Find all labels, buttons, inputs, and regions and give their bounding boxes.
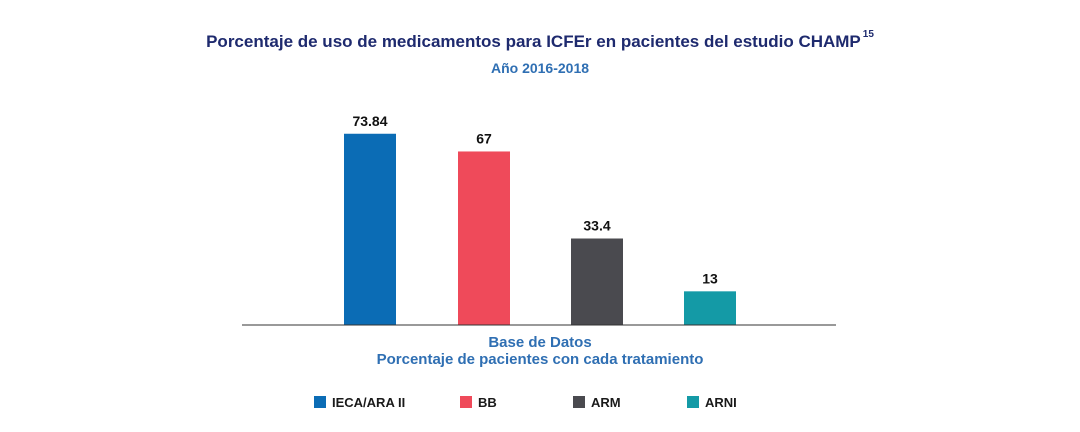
legend-label: BB xyxy=(478,394,497,410)
data-label: 73.84 xyxy=(352,113,387,129)
bar-arni xyxy=(684,291,736,325)
x-axis-label: Base de Datos Porcentaje de pacientes co… xyxy=(0,334,1080,368)
x-axis-label-line2: Porcentaje de pacientes con cada tratami… xyxy=(376,351,704,368)
title-footnote: 15 xyxy=(862,29,874,40)
legend-swatch xyxy=(687,396,699,408)
legend-label: ARNI xyxy=(705,394,737,410)
x-axis-label-line1: Base de Datos xyxy=(488,334,592,351)
legend-label: ARM xyxy=(591,394,621,410)
legend-item: IECA/ARA II xyxy=(314,394,405,410)
chart-title: Porcentaje de uso de medicamentos para I… xyxy=(206,29,874,51)
legend-label: IECA/ARA II xyxy=(332,394,406,410)
legend-swatch xyxy=(573,396,585,408)
data-label: 67 xyxy=(476,130,492,146)
data-label: 33.4 xyxy=(583,217,610,233)
legend-item: ARNI xyxy=(687,394,737,410)
bar-ieca-ara-ii xyxy=(344,133,396,325)
bar-bb xyxy=(458,151,510,325)
legend-swatch xyxy=(460,396,472,408)
legend-item: ARM xyxy=(573,394,621,410)
legend-swatch xyxy=(314,396,326,408)
legend-item: BB xyxy=(460,394,497,410)
chart-subtitle: Año 2016-2018 xyxy=(490,60,590,76)
bar-arm xyxy=(571,238,623,325)
data-label: 13 xyxy=(702,270,718,286)
